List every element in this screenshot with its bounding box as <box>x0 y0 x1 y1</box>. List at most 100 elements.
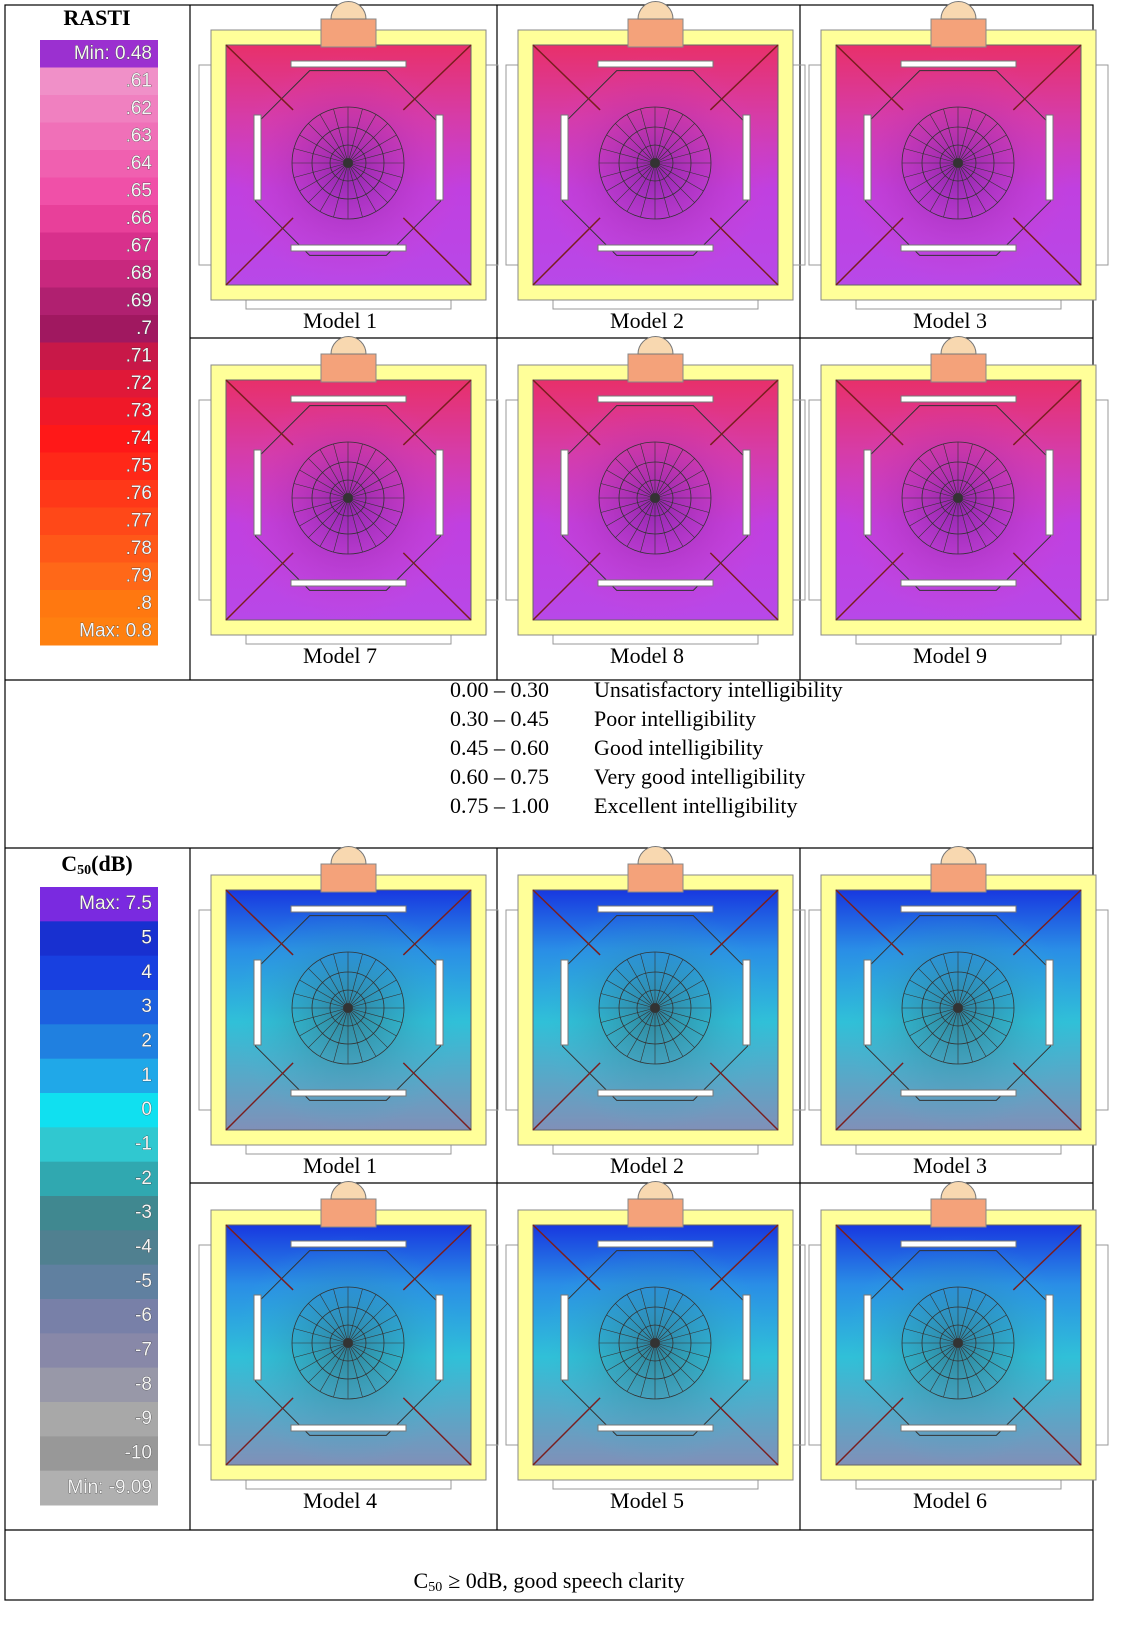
dome-center <box>650 158 660 168</box>
scale-label: -10 <box>125 1443 152 1464</box>
dome-rib <box>600 1007 656 1023</box>
dome-rib <box>957 1342 1007 1372</box>
dome-rib <box>654 458 695 499</box>
scale-label: 1 <box>141 1065 152 1086</box>
dome-rib <box>918 162 959 203</box>
dome-rib <box>347 1342 377 1392</box>
dome-rib <box>347 108 363 164</box>
bench <box>900 579 1017 587</box>
dome-rib <box>909 1342 959 1372</box>
stage <box>320 1198 377 1228</box>
bench <box>290 60 407 68</box>
dome-rib <box>957 1314 1007 1344</box>
side-rail <box>792 909 806 1111</box>
dome-rib <box>918 1342 959 1383</box>
dome-rib <box>654 162 695 203</box>
dome-rib <box>606 1342 656 1372</box>
scale-label: Max: 7.5 <box>79 893 152 914</box>
scale-band <box>40 1470 158 1506</box>
dome-rib <box>333 953 349 1009</box>
model-label: Model 7 <box>303 643 377 668</box>
diagonal <box>1012 1224 1082 1291</box>
stage <box>930 1198 987 1228</box>
dome-rib <box>909 1314 959 1344</box>
bench <box>597 244 714 252</box>
dome-rib <box>957 979 1007 1009</box>
dome-rib <box>347 483 403 499</box>
stage <box>627 863 684 893</box>
side-rail <box>505 399 519 601</box>
diagonal <box>1012 889 1082 956</box>
dome-rib <box>943 108 959 164</box>
dome-rib <box>347 1288 363 1344</box>
diagonal <box>402 1062 472 1131</box>
range-label: Excellent intelligibility <box>594 793 797 818</box>
dome-rib <box>347 968 388 1009</box>
dome-rib <box>957 1288 973 1344</box>
dome-rib <box>615 458 656 499</box>
dome-rib <box>319 114 349 164</box>
diagonal <box>402 889 472 956</box>
bench <box>900 1424 1017 1432</box>
room-plan <box>808 336 1109 645</box>
dome-rib <box>903 993 959 1009</box>
dome-rib <box>640 497 656 553</box>
dome-rib <box>943 1007 959 1063</box>
range: 0.30 – 0.45 <box>450 706 549 731</box>
dome-rib <box>600 993 656 1009</box>
dome-rib <box>957 1007 1007 1037</box>
bench <box>900 905 1017 913</box>
dome-rib <box>347 1007 363 1063</box>
dome-rib <box>909 162 959 192</box>
dome-rib <box>957 953 973 1009</box>
dome-rib <box>347 162 363 218</box>
bench <box>863 449 872 536</box>
dome-rib <box>654 443 670 499</box>
diagonal <box>225 44 294 111</box>
dome-rib <box>654 1342 704 1372</box>
scale-band <box>40 562 158 591</box>
dome-rib <box>957 458 998 499</box>
dome-rib <box>654 979 704 1009</box>
diagonal <box>402 552 472 621</box>
dome-rib <box>957 497 987 547</box>
range-label: Very good intelligibility <box>594 764 805 789</box>
dome-rib <box>654 1007 710 1023</box>
dome-rib <box>626 1007 656 1057</box>
dome-rib <box>918 1303 959 1344</box>
scale-band <box>40 1127 158 1163</box>
dome-rib <box>626 959 656 1009</box>
diagonal <box>835 1062 904 1131</box>
dome-rib <box>347 162 403 178</box>
dome-rib <box>600 1342 656 1358</box>
bench <box>253 114 262 201</box>
dome-rib <box>347 979 397 1009</box>
bench <box>435 959 444 1046</box>
scale-label: -4 <box>135 1237 152 1258</box>
dome-rib <box>903 1007 959 1023</box>
dome-center <box>650 1003 660 1013</box>
diagonal <box>225 1397 294 1466</box>
room-plan <box>505 1 806 310</box>
dome-rib <box>654 1314 704 1344</box>
apse <box>940 1 977 20</box>
dome-rib <box>654 953 670 1009</box>
diagonal <box>709 1397 779 1466</box>
dome-rib <box>957 162 973 218</box>
subscript: 50 <box>77 863 91 878</box>
side-rail <box>792 399 806 601</box>
side-rail <box>505 1244 519 1446</box>
dome-rib <box>626 449 656 499</box>
diagonal <box>532 1062 601 1131</box>
dome-rib <box>347 134 397 164</box>
scale-band <box>40 315 158 343</box>
bench <box>290 905 407 913</box>
dome-rib <box>606 979 656 1009</box>
dome-rib <box>293 1328 349 1344</box>
stage <box>627 18 684 48</box>
dome-rib <box>654 483 710 499</box>
apse <box>637 846 674 865</box>
diagonal <box>835 379 904 446</box>
scale-band <box>40 921 158 957</box>
dome-rib <box>308 1342 349 1383</box>
